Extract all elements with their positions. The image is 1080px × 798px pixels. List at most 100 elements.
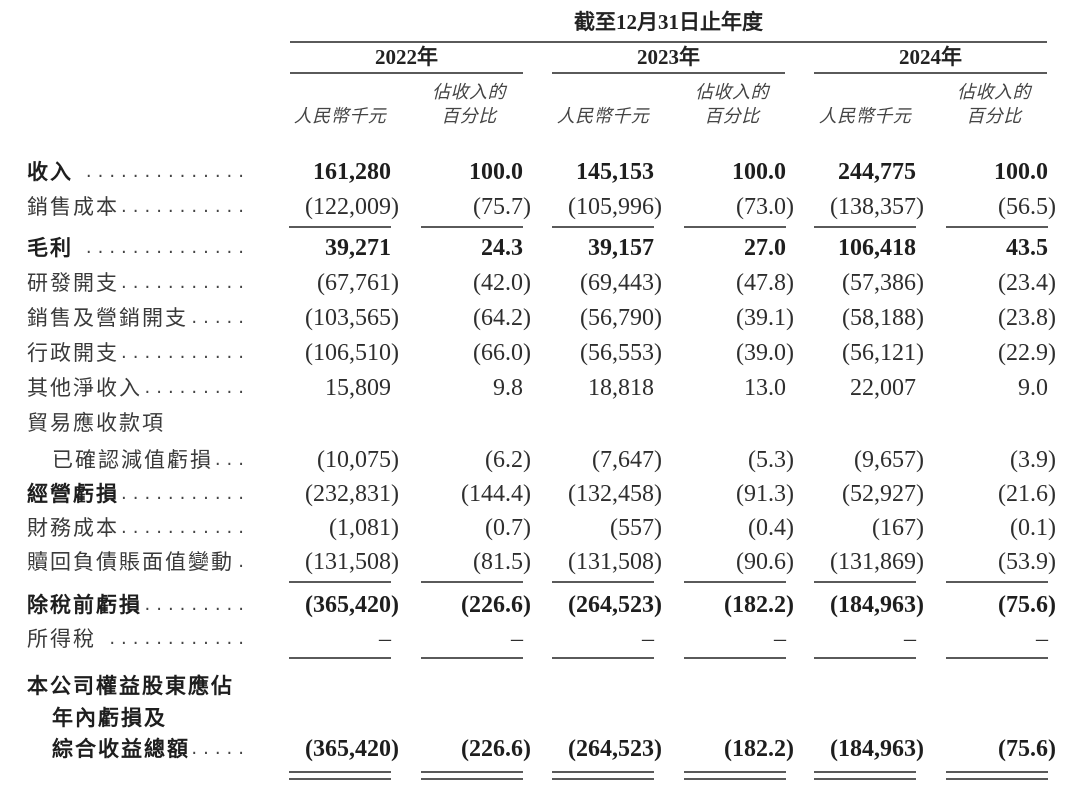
label-text: 所得稅 bbox=[27, 627, 96, 651]
row-label: 銷售成本............ bbox=[27, 190, 250, 224]
value-2022-pct: (226.6) bbox=[461, 736, 531, 762]
label-text: 除稅前虧損 bbox=[27, 593, 142, 617]
rule-segment bbox=[814, 226, 916, 228]
rule-segment bbox=[552, 778, 654, 780]
dot-leader: ............ bbox=[119, 196, 250, 217]
label-text: 綜合收益總額 bbox=[52, 737, 190, 761]
value-2023-pct: (90.6) bbox=[736, 549, 794, 575]
year-rule-2024 bbox=[814, 72, 1047, 74]
label-text: 行政開支 bbox=[27, 341, 119, 365]
value-2023-rmb: (69,443) bbox=[580, 270, 662, 296]
rule-segment bbox=[421, 771, 523, 773]
dot-leader: .............. bbox=[85, 237, 250, 258]
row-label: 收入.............. bbox=[27, 155, 250, 189]
pct-header-2023-line1: 佔收入的 bbox=[695, 82, 769, 103]
label-text: 研發開支 bbox=[27, 271, 119, 295]
value-2022-rmb: 15,809 bbox=[325, 375, 391, 401]
value-2024-pct: (53.9) bbox=[998, 549, 1056, 575]
value-2023-rmb: 145,153 bbox=[576, 159, 654, 185]
value-2023-rmb: (557) bbox=[610, 515, 662, 541]
value-2022-rmb: (122,009) bbox=[305, 194, 399, 220]
value-2023-pct: – bbox=[774, 626, 786, 652]
row-label: 行政開支............ bbox=[27, 336, 250, 370]
rule-segment bbox=[552, 771, 654, 773]
value-2024-rmb: (184,963) bbox=[830, 736, 924, 762]
rule-segment bbox=[814, 581, 916, 583]
value-2024-rmb: (52,927) bbox=[842, 481, 924, 507]
value-2023-pct: (73.0) bbox=[736, 194, 794, 220]
label-text: 經營虧損 bbox=[27, 482, 119, 506]
value-2022-pct: 100.0 bbox=[469, 159, 523, 185]
year-header-2023: 2023年 bbox=[637, 45, 700, 69]
row-label: 貿易應收款項 bbox=[27, 406, 250, 440]
value-2022-rmb: 161,280 bbox=[313, 159, 391, 185]
row-finance-costs: 財務成本............ (1,081) (0.7) (557) (0.… bbox=[0, 511, 1080, 545]
label-text: 毛利 bbox=[27, 236, 73, 260]
rule-segment bbox=[946, 771, 1048, 773]
rule-segment bbox=[684, 226, 786, 228]
row-cost-of-sales: 銷售成本............ (122,009) (75.7) (105,9… bbox=[0, 190, 1080, 224]
value-2024-pct: (75.6) bbox=[998, 592, 1056, 618]
value-2023-pct: (0.4) bbox=[748, 515, 794, 541]
value-2022-pct: (66.0) bbox=[473, 340, 531, 366]
rule-segment bbox=[289, 657, 391, 659]
dot-leader: ......... bbox=[144, 377, 250, 398]
value-2023-rmb: (105,996) bbox=[568, 194, 662, 220]
value-2023-pct: (39.0) bbox=[736, 340, 794, 366]
value-2024-rmb: – bbox=[904, 626, 916, 652]
value-2023-pct: 100.0 bbox=[732, 159, 786, 185]
row-label: 銷售及營銷開支..... bbox=[27, 301, 250, 335]
value-2022-rmb: (232,831) bbox=[305, 481, 399, 507]
value-2024-rmb: (131,869) bbox=[830, 549, 924, 575]
label-text: 銷售及營銷開支 bbox=[27, 306, 188, 330]
dot-leader: ............ bbox=[119, 342, 250, 363]
amount-header-2024: 人民幣千元 bbox=[818, 106, 912, 127]
row-attributable-heading: 本公司權益股東應佔 bbox=[0, 669, 1080, 703]
value-2023-pct: (47.8) bbox=[736, 270, 794, 296]
row-trade-receivables-heading: 貿易應收款項 bbox=[0, 406, 1080, 440]
value-2024-pct: 9.0 bbox=[1018, 375, 1048, 401]
rule-segment bbox=[289, 581, 391, 583]
row-loss-for-year-heading: 年內虧損及 bbox=[0, 701, 1080, 735]
value-2024-rmb: (184,963) bbox=[830, 592, 924, 618]
value-2024-pct: (23.8) bbox=[998, 305, 1056, 331]
value-2022-rmb: (131,508) bbox=[305, 549, 399, 575]
dot-leader: ............ bbox=[119, 272, 250, 293]
value-2023-rmb: – bbox=[642, 626, 654, 652]
year-rule-2023 bbox=[552, 72, 785, 74]
value-2024-pct: (23.4) bbox=[998, 270, 1056, 296]
value-2022-rmb: (365,420) bbox=[305, 736, 399, 762]
pct-header-2022-line1: 佔收入的 bbox=[432, 82, 506, 103]
rule-segment bbox=[814, 657, 916, 659]
value-2024-rmb: (58,188) bbox=[842, 305, 924, 331]
dot-leader: ..... bbox=[191, 307, 250, 328]
header-top-rule bbox=[290, 41, 1047, 43]
rule-segment bbox=[946, 778, 1048, 780]
value-2024-pct: 100.0 bbox=[994, 159, 1048, 185]
label-text: 貿易應收款項 bbox=[27, 411, 165, 435]
row-gross-profit: 毛利.............. 39,271 24.3 39,157 27.0… bbox=[0, 231, 1080, 265]
label-text: 贖回負債賬面值變動 bbox=[27, 550, 234, 574]
value-2023-pct: (182.2) bbox=[724, 736, 794, 762]
value-2022-pct: (75.7) bbox=[473, 194, 531, 220]
row-label: 年內虧損及 bbox=[52, 701, 250, 735]
dot-leader: ............ bbox=[109, 628, 250, 649]
dot-leader: ......... bbox=[144, 594, 250, 615]
row-label: 贖回負債賬面值變動. bbox=[27, 545, 250, 579]
value-2023-rmb: (264,523) bbox=[568, 592, 662, 618]
row-operating-loss: 經營虧損............ (232,831) (144.4) (132,… bbox=[0, 477, 1080, 511]
row-label: 其他淨收入......... bbox=[27, 371, 250, 405]
value-2023-pct: 27.0 bbox=[744, 235, 786, 261]
row-label: 研發開支............ bbox=[27, 266, 250, 300]
dot-leader: ... bbox=[214, 449, 250, 470]
label-text: 已確認減值虧損 bbox=[52, 448, 213, 472]
dot-leader: ............ bbox=[119, 517, 250, 538]
value-2024-rmb: (9,657) bbox=[854, 447, 924, 473]
value-2024-pct: (75.6) bbox=[998, 736, 1056, 762]
value-2024-pct: (22.9) bbox=[998, 340, 1056, 366]
amount-header-2023: 人民幣千元 bbox=[556, 106, 650, 127]
dot-leader: .............. bbox=[85, 161, 250, 182]
value-2022-pct: – bbox=[511, 626, 523, 652]
value-2022-rmb: (365,420) bbox=[305, 592, 399, 618]
value-2022-rmb: (1,081) bbox=[329, 515, 399, 541]
